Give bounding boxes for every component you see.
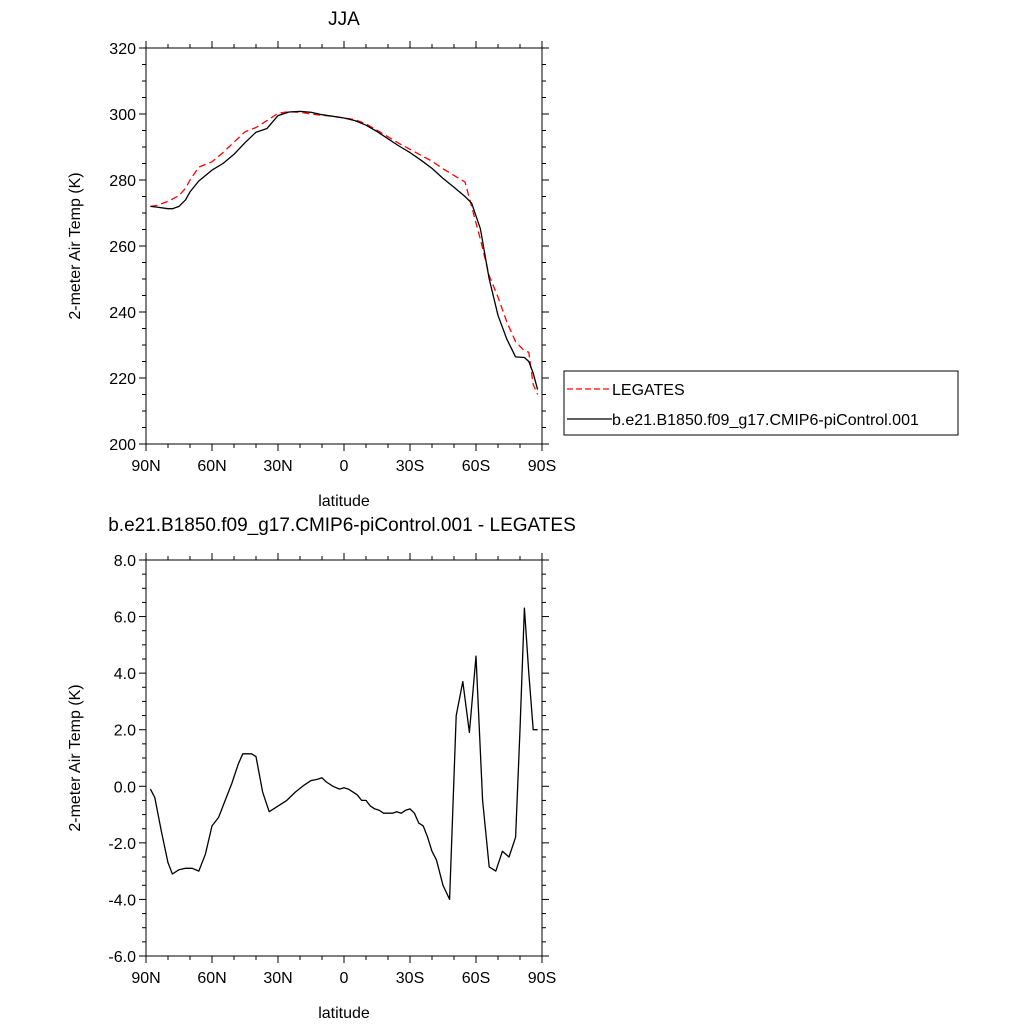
legend: LEGATES b.e21.B1850.f09_g17.CMIP6-piCont… — [563, 370, 959, 436]
top-y-tick-label: 240 — [109, 305, 136, 322]
top-panel: JJA latitude 2-meter Air Temp (K) 90N 60N… — [67, 9, 556, 510]
bottom-y-tick-label: 6.0 — [114, 610, 136, 627]
bottom-panel: b.e21.B1850.f09_g17.CMIP6-piControl.001 … — [67, 515, 576, 1022]
top-axis-ticks: 90N 60N 30N 0 30S 60S 90S 200 220 240 260 280 300 320 — [109, 41, 556, 475]
top-x-tick-label: 60S — [462, 458, 490, 475]
top-x-tick-label: 0 — [340, 458, 349, 475]
bottom-plot-frame — [145, 559, 543, 957]
top-y-tick-label: 260 — [109, 239, 136, 256]
bottom-x-tick-label: 30N — [263, 970, 292, 987]
bottom-x-tick-label: 30S — [396, 970, 424, 987]
top-x-tick-label: 90S — [528, 458, 556, 475]
bottom-y-tick-label: -6.0 — [108, 949, 136, 966]
top-chart-title: JJA — [328, 9, 360, 30]
bottom-x-tick-label: 90N — [131, 970, 160, 987]
bottom-y-tick-label: 2.0 — [114, 723, 136, 740]
top-x-tick-label: 30N — [263, 458, 292, 475]
top-series-lines — [150, 110, 539, 395]
bottom-x-tick-label: 0 — [340, 970, 349, 987]
top-y-tick-label: 320 — [109, 41, 136, 58]
bottom-chart-title: b.e21.B1850.f09_g17.CMIP6-piControl.001 … — [108, 515, 576, 536]
top-y-tick-label: 220 — [109, 371, 136, 388]
legend-legates-label: LEGATES — [612, 382, 685, 399]
top-x-tick-label: 90N — [131, 458, 160, 475]
legend-box — [563, 370, 959, 436]
top-y-tick-label: 200 — [109, 437, 136, 454]
bottom-x-tick-label: 60S — [462, 970, 490, 987]
top-y-tick-label: 280 — [109, 173, 136, 190]
bottom-y-tick-label: 0.0 — [114, 779, 136, 796]
bottom-x-tick-label: 60N — [197, 970, 226, 987]
bottom-y-tick-label: -4.0 — [108, 892, 136, 909]
bottom-y-tick-label: -2.0 — [108, 836, 136, 853]
bottom-y-axis-label: 2-meter Air Temp (K) — [67, 684, 84, 831]
bottom-axis-ticks: 90N 60N 30N 0 30S 60S 90S -6.0 -4.0 -2.0 0.0 2.0 4.0… — [108, 553, 556, 987]
bottom-x-axis-label: latitude — [318, 1005, 370, 1022]
bottom-y-tick-label: 8.0 — [114, 553, 136, 570]
top-x-axis-label: latitude — [318, 493, 370, 510]
bottom-y-tick-label: 4.0 — [114, 666, 136, 683]
bottom-x-tick-label: 90S — [528, 970, 556, 987]
legend-model-label: b.e21.B1850.f09_g17.CMIP6-piControl.001 — [612, 412, 919, 429]
top-series-line-model — [150, 110, 539, 390]
bottom-series-line-model — [149, 607, 538, 901]
top-x-tick-label: 60N — [197, 458, 226, 475]
top-plot-frame — [145, 47, 543, 445]
top-y-axis-label: 2-meter Air Temp (K) — [67, 172, 84, 319]
top-series-line-legates — [150, 111, 539, 395]
bottom-series-lines — [149, 607, 538, 901]
top-x-tick-label: 30S — [396, 458, 424, 475]
top-y-tick-label: 300 — [109, 107, 136, 124]
